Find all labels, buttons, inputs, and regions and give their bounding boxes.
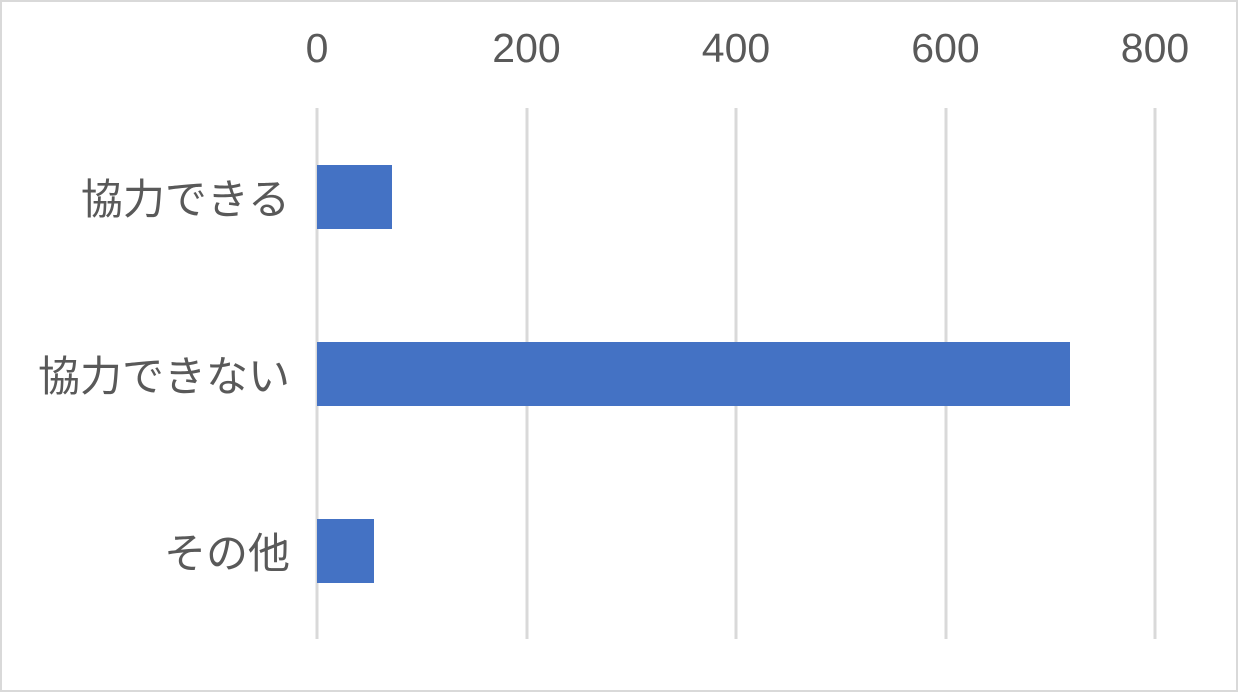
x-axis: 0 200 400 600 800 — [306, 24, 1190, 84]
bar-row — [317, 462, 1155, 639]
gridline-800 — [1153, 108, 1157, 639]
category-label: 協力できる — [80, 176, 290, 223]
category-axis-labels: 協力できる協力できないその他 — [2, 108, 290, 639]
x-tick-label-0: 0 — [305, 25, 329, 71]
bar — [317, 341, 1071, 406]
x-tick-label-800: 800 — [1120, 25, 1190, 71]
bar-row — [317, 108, 1155, 285]
plot-area — [315, 108, 1157, 639]
x-tick-label-400: 400 — [701, 25, 771, 71]
bar — [317, 164, 393, 229]
bar — [317, 518, 374, 583]
x-tick-label-600: 600 — [911, 25, 980, 71]
category-label: 協力できない — [37, 353, 290, 400]
bars-layer — [317, 108, 1155, 639]
category-label: その他 — [163, 530, 290, 577]
bar-row — [317, 285, 1155, 462]
x-tick-label-200: 200 — [492, 25, 561, 71]
